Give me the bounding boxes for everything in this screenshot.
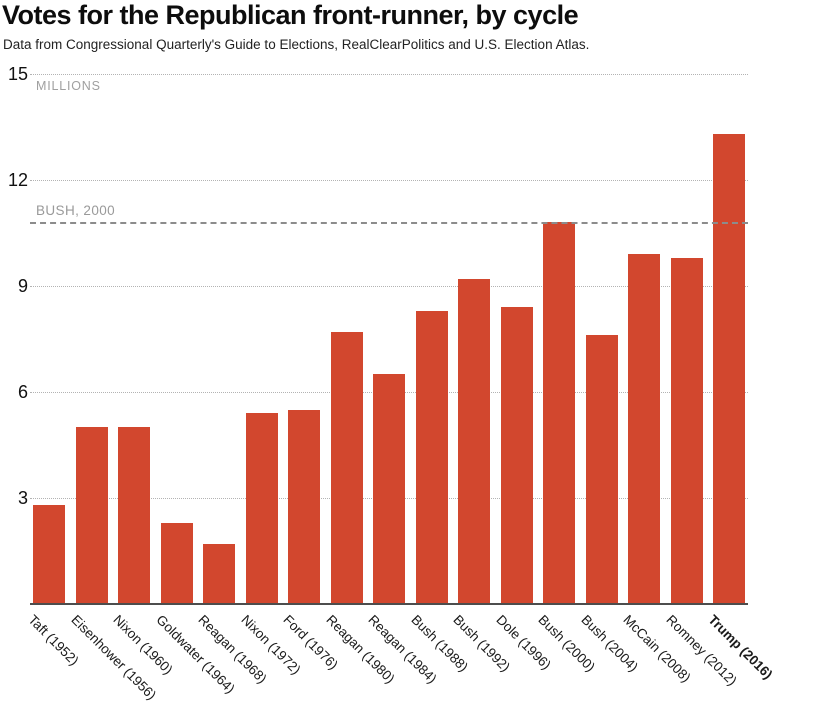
bar-goldwater-1964 — [161, 523, 193, 604]
bar-reagan-1980 — [331, 332, 363, 604]
y-tick-label: 6 — [17, 382, 28, 402]
bar-eisenhower-1956 — [76, 427, 108, 604]
bar-ford-1976 — [288, 410, 320, 604]
x-axis-line — [30, 603, 748, 605]
bar-bush-1988 — [416, 311, 448, 604]
y-tick-label: 9 — [17, 276, 28, 296]
bar-dole-1996 — [501, 307, 533, 604]
reference-line-label: BUSH, 2000 — [36, 203, 116, 218]
y-axis-unit-label: MILLIONS — [36, 79, 101, 93]
gridline — [30, 180, 748, 181]
bar-reagan-1984 — [373, 374, 405, 604]
bar-bush-1992 — [458, 279, 490, 604]
bar-taft-1952 — [33, 505, 65, 604]
bar-nixon-1960 — [118, 427, 150, 604]
bar-reagan-1968 — [203, 544, 235, 604]
y-tick-label: 15 — [7, 64, 28, 84]
y-tick-label: 12 — [7, 170, 28, 190]
bar-nixon-1972 — [246, 413, 278, 604]
gridline — [30, 74, 748, 75]
bar-bush-2004 — [586, 335, 618, 604]
bar-romney-2012 — [671, 258, 703, 604]
x-axis-label: Goldwater (1964) — [153, 612, 238, 697]
gridline — [30, 286, 748, 287]
bar-trump-2016 — [713, 134, 745, 604]
chart-title: Votes for the Republican front-runner, b… — [2, 0, 579, 30]
y-tick-label: 3 — [17, 488, 28, 508]
bar-mccain-2008 — [628, 254, 660, 604]
chart-subtitle: Data from Congressional Quarterly's Guid… — [3, 37, 590, 52]
bar-bush-2000 — [543, 222, 575, 604]
reference-line — [30, 222, 748, 224]
